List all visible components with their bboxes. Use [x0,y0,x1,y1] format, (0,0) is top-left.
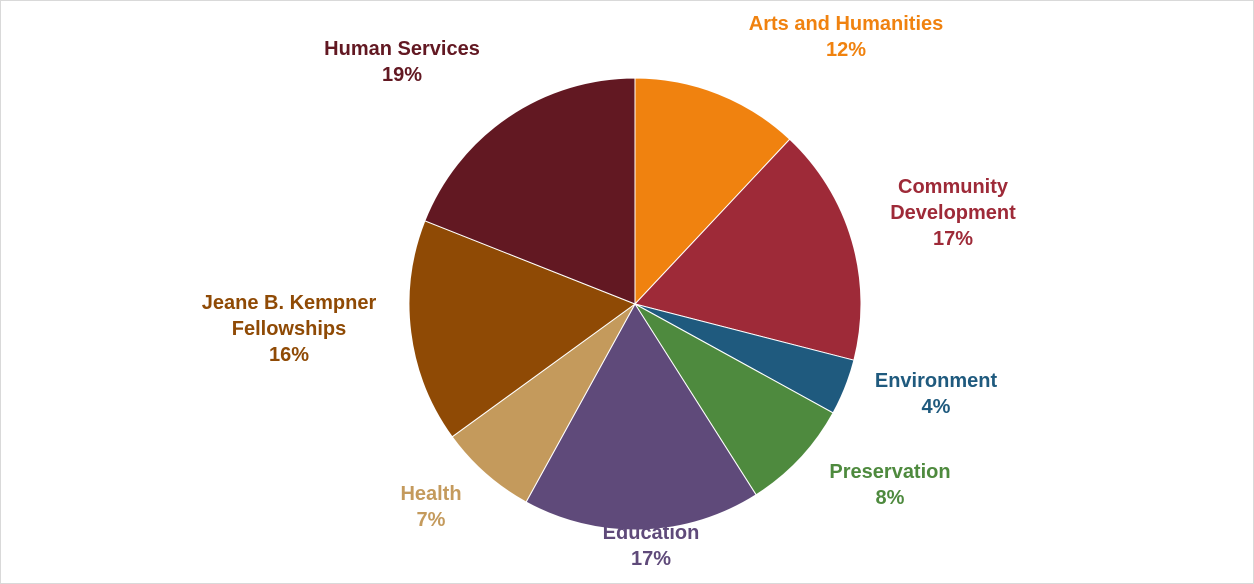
slice-label-percent: 19% [381,64,423,86]
slice-label: Environment 4% [875,368,997,420]
slice-label-name: Arts and Humanities [748,13,944,35]
slice-label-percent: 17% [932,228,974,250]
slice-label: Education 17% [603,520,700,572]
slice-label-percent: 4% [921,396,951,418]
slice-label-name: Human Services [324,38,480,60]
pie-slice-human-services [424,77,636,305]
slice-label: Community Development 17% [890,174,1016,252]
slice-label-name: Jeane B. Kempner [201,292,377,314]
slice-label-name: Health [400,483,462,505]
slice-label-name: Community [898,176,1008,198]
pie-slice-jeane-b-kempner-fellowships [408,220,637,438]
pie-slice-community-development [634,138,862,361]
slice-label-name: Development [890,202,1016,224]
slice-label: Health 7% [400,481,461,533]
slice-label-percent: 16% [268,344,310,366]
slice-label: Preservation 8% [829,459,950,511]
pie-slice-preservation [634,303,834,496]
slice-label-name: Fellowships [231,318,347,340]
slice-label: Arts and Humanities 12% [749,11,943,63]
slice-label-name: Preservation [829,461,951,483]
slice-label: Human Services 19% [324,36,480,88]
pie-slice-arts-and-humanities [634,77,791,306]
slice-label-name: Environment [874,370,998,392]
slice-label-percent: 17% [630,548,672,570]
slice-label-percent: 7% [416,509,446,531]
slice-label-percent: 12% [825,39,867,61]
slice-label-percent: 8% [875,487,905,509]
slice-label: Jeane B. Kempner Fellowships 16% [202,290,377,368]
pie-slice-education [525,303,757,531]
slice-label-name: Education [602,522,700,544]
